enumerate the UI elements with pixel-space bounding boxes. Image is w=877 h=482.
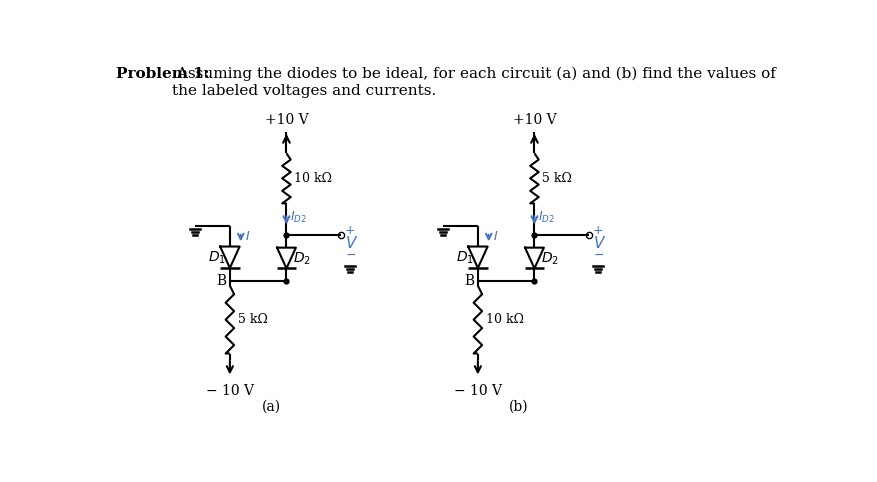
- Text: Problem 1:: Problem 1:: [116, 67, 210, 81]
- Text: +: +: [344, 224, 355, 237]
- Text: $D_1$: $D_1$: [208, 250, 225, 266]
- Text: − 10 V: − 10 V: [205, 384, 253, 398]
- Text: (a): (a): [261, 400, 280, 414]
- Text: B: B: [216, 274, 225, 288]
- Text: 5 kΩ: 5 kΩ: [542, 172, 572, 185]
- Text: $D_1$: $D_1$: [455, 250, 474, 266]
- Text: $D_2$: $D_2$: [541, 251, 559, 267]
- Text: $I$: $I$: [245, 230, 250, 243]
- Text: $-$: $-$: [592, 248, 603, 261]
- Text: $I$: $I$: [492, 230, 497, 243]
- Text: +10 V: +10 V: [512, 113, 556, 127]
- Text: $-$: $-$: [344, 248, 355, 261]
- Text: 10 kΩ: 10 kΩ: [294, 172, 332, 185]
- Text: +10 V: +10 V: [264, 113, 308, 127]
- Text: $V$: $V$: [344, 235, 358, 251]
- Text: 10 kΩ: 10 kΩ: [485, 313, 523, 326]
- Text: (b): (b): [509, 400, 528, 414]
- Text: − 10 V: − 10 V: [453, 384, 502, 398]
- Text: B: B: [463, 274, 474, 288]
- Text: +: +: [592, 224, 602, 237]
- Text: $I_{D2}$: $I_{D2}$: [289, 210, 306, 225]
- Text: 5 kΩ: 5 kΩ: [238, 313, 267, 326]
- Text: Assuming the diodes to be ideal, for each circuit (a) and (b) find the values of: Assuming the diodes to be ideal, for eac…: [172, 67, 774, 98]
- Text: $I_{D2}$: $I_{D2}$: [537, 210, 554, 225]
- Text: $V$: $V$: [592, 235, 605, 251]
- Text: $D_2$: $D_2$: [293, 251, 311, 267]
